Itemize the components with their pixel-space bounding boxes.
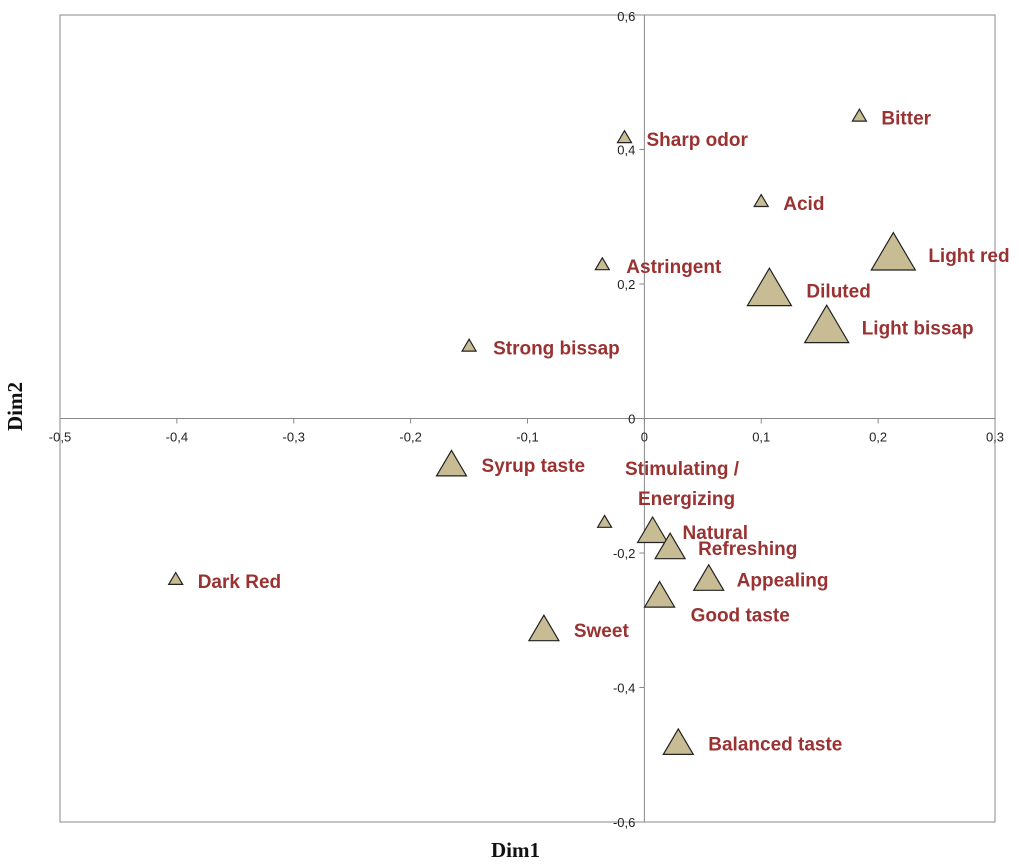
y-tick-label: 0,6: [617, 9, 635, 24]
point-label-natural: Natural: [683, 523, 748, 544]
point-label-stimulating-energizing: Stimulating / Energizing: [625, 459, 740, 510]
point-label-balanced-taste: Balanced taste: [708, 735, 842, 756]
x-tick-label: -0,2: [399, 430, 421, 445]
point-label-light-bissap: Light bissap: [862, 318, 974, 339]
point-label-refreshing: Refreshing: [698, 539, 797, 560]
y-axis-ticks: 0,6 0,4 0,2 0 -0,2 -0,4 -0,6: [613, 9, 645, 830]
x-axis-ticks: -0,5 -0,4 -0,3 -0,2 -0,1 0 0,1 0,2 0,3: [49, 418, 1004, 445]
point-marker-light-bissap: [803, 304, 850, 344]
y-tick-label: -0,4: [613, 681, 635, 696]
point-label-light-red: Light red: [928, 246, 1009, 267]
y-tick-label: 0,2: [617, 277, 635, 292]
x-tick-label: 0,3: [986, 430, 1004, 445]
y-tick-label: 0,4: [617, 143, 635, 158]
point-marker-bitter: [851, 108, 868, 122]
point-marker-refreshing: [654, 532, 687, 560]
point-labels: Bitter Sharp odor Acid Light red Astringent D…: [198, 109, 1010, 756]
point-label-dark-red: Dark Red: [198, 572, 281, 593]
point-marker-natural: [636, 515, 669, 544]
point-marker-light-red: [870, 231, 917, 271]
point-marker-acid: [753, 193, 770, 208]
point-label-bitter: Bitter: [881, 109, 931, 130]
point-label-strong-bissap: Strong bissap: [493, 339, 620, 360]
point-marker-diluted: [746, 267, 793, 307]
point-label-appealing: Appealing: [737, 571, 829, 592]
point-label-sweet: Sweet: [574, 621, 630, 642]
y-tick-label: 0: [628, 412, 635, 427]
point-label-good-taste: Good taste: [691, 605, 790, 626]
point-marker-sweet: [527, 614, 560, 642]
point-marker-strong-bissap: [461, 338, 478, 352]
point-marker-dark-red: [167, 571, 184, 586]
point-label-sharp-odor: Sharp odor: [647, 130, 749, 151]
x-tick-label: 0,1: [752, 430, 770, 445]
point-marker-syrup-taste: [435, 449, 468, 477]
point-label-astringent: Astringent: [626, 257, 722, 278]
x-tick-label: -0,3: [283, 430, 305, 445]
x-tick-label: -0,5: [49, 430, 71, 445]
point-marker-sharp-odor: [616, 129, 633, 144]
x-tick-label: 0: [641, 430, 648, 445]
point-marker-astringent: [594, 256, 611, 271]
point-label-diluted: Diluted: [806, 281, 870, 302]
point-marker-stimulating-energizing: [596, 514, 613, 528]
x-tick-label: -0,4: [166, 430, 188, 445]
point-marker-appealing: [692, 563, 725, 591]
x-tick-label: -0,1: [516, 430, 538, 445]
point-marker-good-taste: [643, 580, 676, 608]
x-axis-title: Dim1: [491, 838, 540, 862]
point-label-acid: Acid: [783, 194, 824, 215]
point-label-syrup-taste: Syrup taste: [482, 456, 585, 477]
y-axis-title: Dim2: [3, 382, 27, 431]
x-tick-label: 0,2: [869, 430, 887, 445]
y-tick-label: -0,2: [613, 546, 635, 561]
y-tick-label: -0,6: [613, 815, 635, 830]
point-markers: [167, 108, 917, 756]
point-marker-balanced-taste: [662, 727, 695, 756]
